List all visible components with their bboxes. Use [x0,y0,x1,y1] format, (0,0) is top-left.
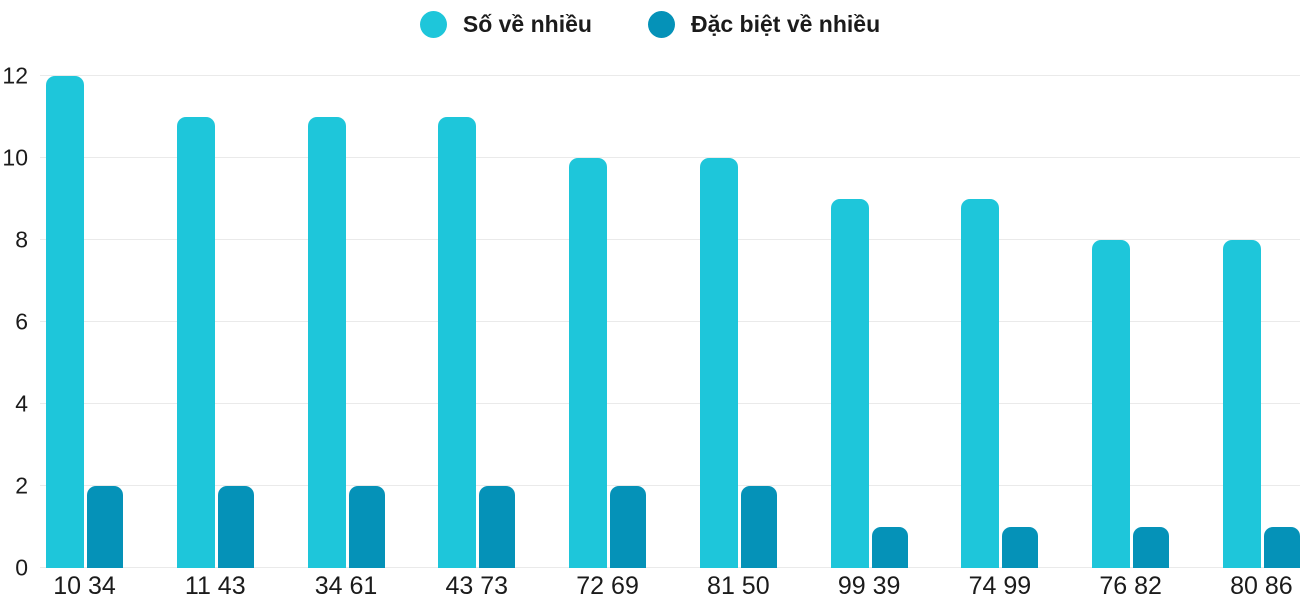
y-axis-labels: 0 2 4 6 8 10 12 [0,64,28,579]
bar-dac-biet-ve-nhieu-10-34 [87,486,123,568]
bar-dac-biet-ve-nhieu-43-73 [479,486,516,568]
bar-dac-biet-ve-nhieu-80-86 [1263,527,1300,568]
y-tick-label-6: 6 [15,308,28,335]
bar-groups: 10 34 11 43 34 61 43 73 72 69 81 50 99 39 74 99… [46,76,1300,599]
bar-dac-biet-ve-nhieu-74-99 [1002,527,1039,568]
bar-so-ve-nhieu-76-82 [1092,240,1131,568]
bar-group-76-82: 76 82 [1092,76,1170,599]
legend-label-so-ve-nhieu: Số về nhiều [462,11,592,37]
bar-dac-biet-ve-nhieu-99-39 [871,527,908,568]
gridline-8 [40,239,1300,240]
bar-group-80-86: 80 86 [1222,76,1300,599]
bar-so-ve-nhieu-72-69 [569,158,608,568]
gridline-4 [40,403,1300,404]
y-tick-label-8: 8 [15,226,28,253]
bar-group-99-39: 99 39 [830,76,908,599]
gridline-10 [40,157,1300,158]
y-tick-label-4: 4 [15,390,28,417]
bar-so-ve-nhieu-74-99 [961,199,1000,568]
bar-group-72-69: 72 69 [569,76,647,599]
bar-so-ve-nhieu-43-73 [438,117,477,568]
gridline-6 [40,321,1300,322]
legend-label-dac-biet-ve-nhieu: Đặc biệt về nhiều [690,11,881,37]
bar-group-81-50: 81 50 [699,76,777,599]
x-axis-label-43-73: 43 73 [445,572,509,600]
bar-group-34-61: 34 61 [307,76,385,599]
bar-group-43-73: 43 73 [438,76,516,599]
bar-group-74-99: 74 99 [961,76,1039,599]
x-axis-label-81-50: 81 50 [707,572,770,600]
gridline-0 [40,567,1300,568]
x-axis-label-80-86: 80 86 [1230,572,1293,600]
x-axis-label-99-39: 99 39 [837,572,901,600]
bar-dac-biet-ve-nhieu-76-82 [1133,527,1170,568]
bar-so-ve-nhieu-10-34 [46,76,84,568]
gridline-2 [40,485,1300,486]
bar-so-ve-nhieu-81-50 [699,158,738,568]
y-tick-label-0: 0 [15,554,28,581]
bar-dac-biet-ve-nhieu-11-43 [217,486,254,568]
x-axis-label-76-82: 76 82 [1099,572,1162,600]
x-axis-label-10-34: 10 34 [53,572,116,600]
bar-dac-biet-ve-nhieu-72-69 [610,486,647,568]
bar-so-ve-nhieu-80-86 [1222,240,1261,568]
bar-so-ve-nhieu-34-61 [307,117,346,568]
y-tick-label-12: 12 [2,62,28,89]
bar-dac-biet-ve-nhieu-81-50 [740,486,777,568]
bar-so-ve-nhieu-11-43 [176,117,215,568]
legend-dot-cyan-icon [419,11,447,39]
x-axis-label-74-99: 74 99 [968,572,1032,600]
bar-so-ve-nhieu-99-39 [830,199,869,568]
x-axis-label-72-69: 72 69 [576,572,639,600]
x-axis-label-11-43: 11 43 [184,572,246,600]
legend-dot-teal-icon [647,11,675,39]
legend-item-so-ve-nhieu[interactable]: Số về nhiều [419,11,592,39]
gridlines [40,75,1300,568]
bar-dac-biet-ve-nhieu-34-61 [348,486,385,568]
bar-group-11-43: 11 43 [176,76,254,599]
bar-group-10-34: 10 34 [46,76,123,599]
gridline-12 [40,75,1300,76]
legend-item-dac-biet-ve-nhieu[interactable]: Đặc biệt về nhiều [647,11,881,39]
y-tick-label-10: 10 [2,144,28,171]
y-tick-label-2: 2 [15,472,28,499]
x-axis-label-34-61: 34 61 [314,572,378,600]
chart-legend: Số về nhiều Đặc biệt về nhiều [0,11,1300,39]
